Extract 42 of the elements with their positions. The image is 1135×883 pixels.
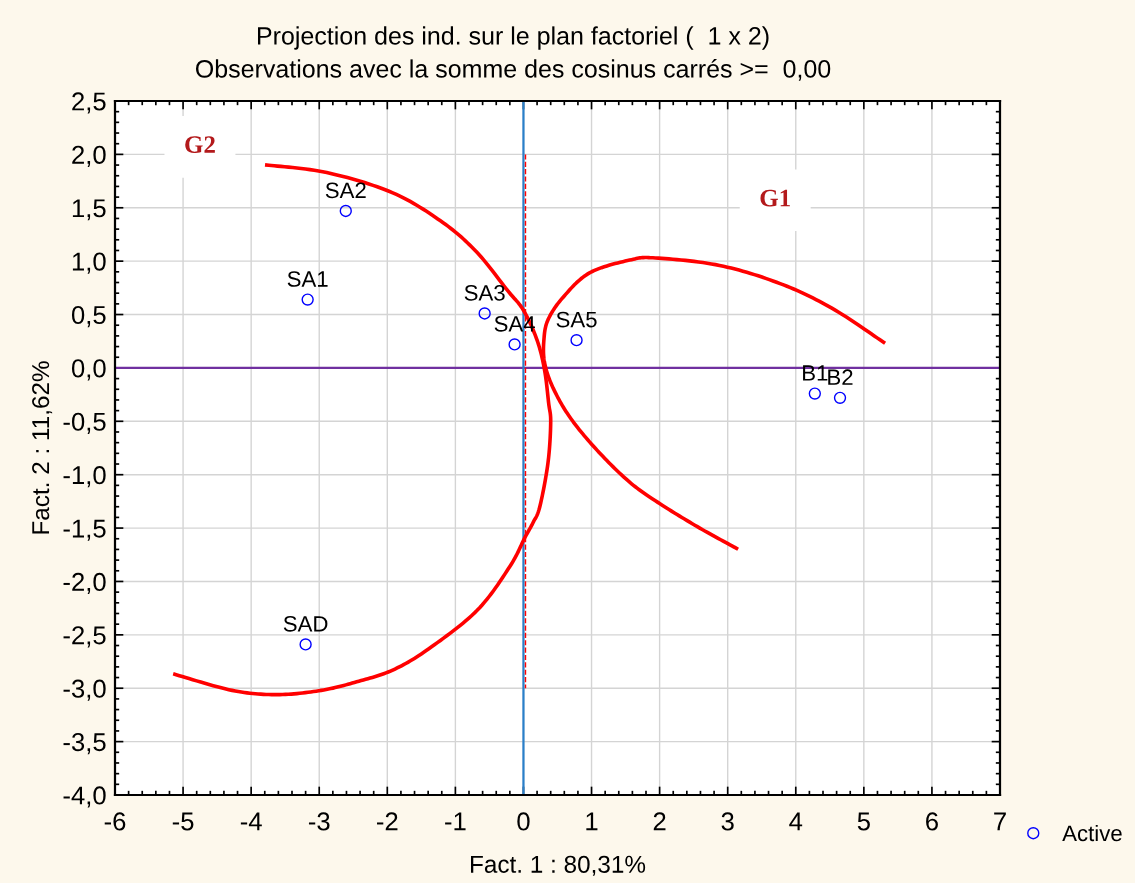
y-tick-label: 2,5	[72, 92, 106, 114]
y-tick-label: -0,5	[63, 412, 106, 434]
y-tick-label: 1,5	[72, 199, 106, 221]
x-tick-label: -1	[445, 812, 466, 831]
y-tick-label: 2,0	[72, 145, 106, 167]
y-tick-label: -3,5	[63, 732, 106, 755]
x-tick-label: 7	[994, 812, 1006, 831]
x-tick-label: -5	[172, 812, 194, 831]
data-label: SA2	[325, 182, 366, 199]
y-tick-label: -3,0	[63, 679, 106, 701]
y-tick-label: 0,5	[71, 305, 106, 328]
y-axis-title: Fact. 2 : 11,62%	[32, 361, 53, 534]
chart-subtitle: Observations avec la somme des cosinus carrés >= 0,00	[195, 59, 831, 81]
x-tick-label: -3	[308, 812, 330, 831]
y-tick-label: 1,0	[72, 252, 106, 274]
data-label: SA1	[287, 271, 328, 287]
data-label: SA5	[556, 311, 597, 328]
x-tick-label: 0	[517, 812, 530, 831]
x-tick-label: -2	[377, 812, 398, 831]
legend-label: Active	[1062, 824, 1122, 842]
y-tick-label: -4,0	[63, 786, 106, 808]
y-tick-label: -1,5	[63, 519, 106, 541]
data-label: B2	[828, 369, 853, 385]
x-tick-label: 1	[586, 812, 598, 831]
y-tick-label: -2,5	[63, 626, 106, 648]
x-tick-label: 4	[789, 812, 803, 831]
annotation: G2	[185, 136, 215, 154]
y-tick-label: -2,0	[63, 572, 106, 595]
x-tick-label: -4	[240, 812, 262, 831]
annotation: G1	[760, 189, 790, 207]
x-tick-label: 6	[926, 812, 938, 831]
y-tick-label: 0,0	[71, 359, 106, 381]
data-label: B1	[803, 365, 828, 381]
x-axis-title: Fact. 1 : 80,31%	[471, 855, 646, 876]
x-tick-label: 3	[721, 812, 734, 831]
data-label: SAD	[283, 615, 328, 632]
x-tick-label: 2	[653, 812, 666, 831]
y-tick-label: -1,0	[63, 466, 106, 488]
x-tick-label: -6	[104, 812, 126, 831]
data-label: SA3	[464, 285, 505, 301]
x-tick-label: 5	[857, 812, 870, 831]
chart-title: Projection des ind. sur le plan factoriel ( 1 x 2)	[258, 26, 769, 50]
